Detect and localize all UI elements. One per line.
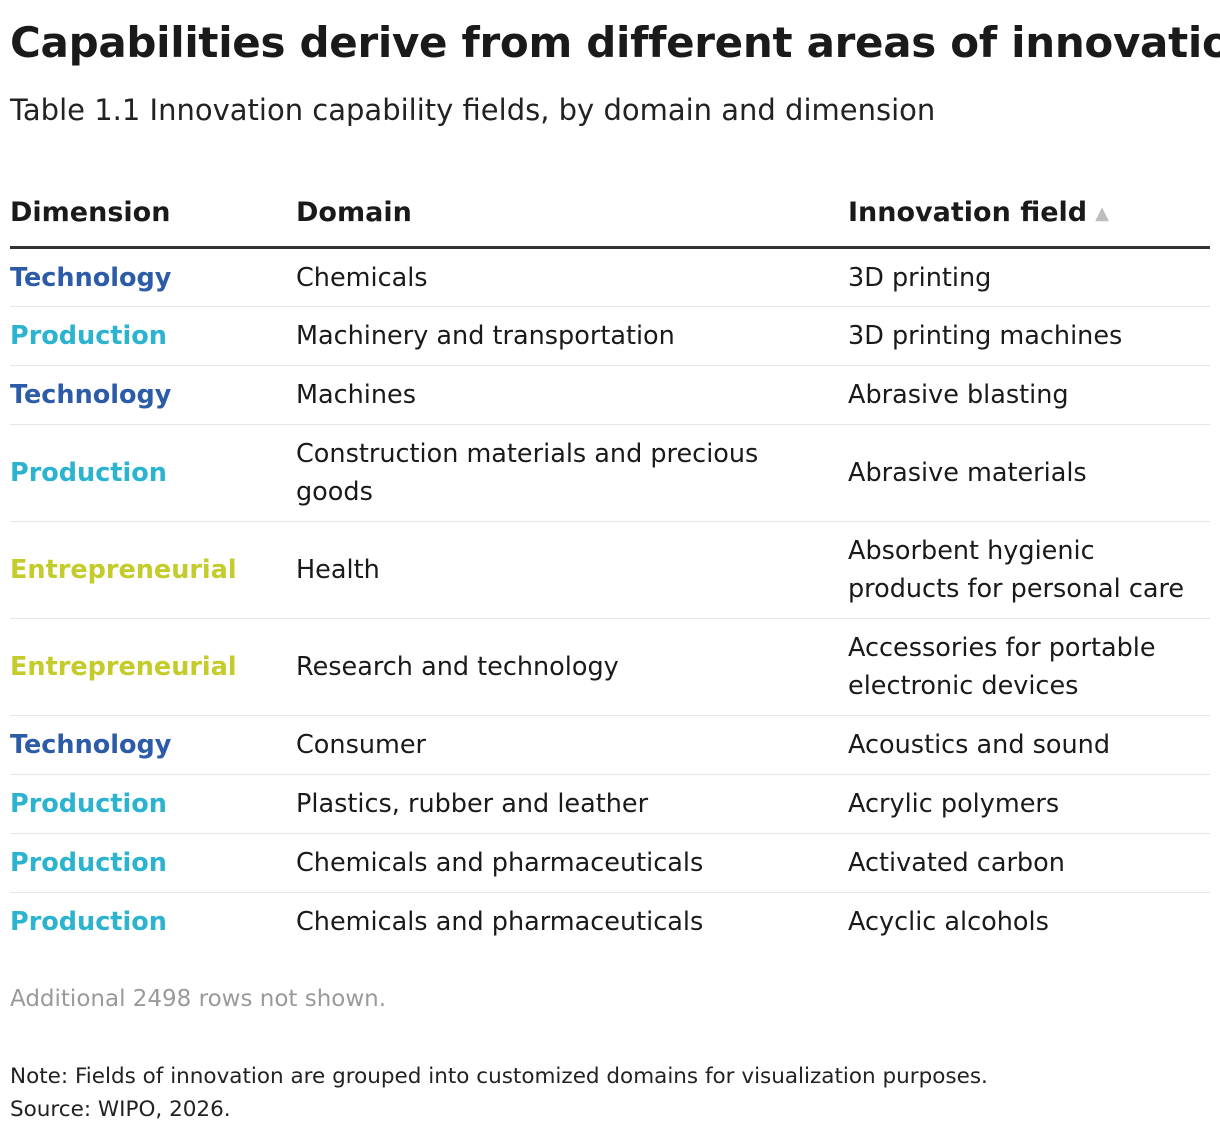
table-body: Technology Chemicals 3D printing Product… <box>10 247 1210 952</box>
cell-dimension: Production <box>10 306 296 366</box>
cell-innovation-field: Abrasive materials <box>848 424 1210 522</box>
cell-domain: Chemicals and pharmaceuticals <box>296 907 704 938</box>
cell-innovation-field: 3D printing machines <box>848 306 1210 366</box>
column-header-dimension[interactable]: Dimension <box>10 178 296 249</box>
table-row: Entrepreneurial Research and technology … <box>10 618 1210 716</box>
column-header-label: Domain <box>296 196 412 228</box>
cell-domain: Construction materials and precious good… <box>296 424 848 522</box>
source-note: Source: WIPO, 2026. <box>10 1097 231 1122</box>
cell-domain: Research and technology <box>296 618 848 716</box>
column-header-domain[interactable]: Domain <box>296 178 848 249</box>
table-row: Technology Machines Abrasive blasting <box>10 365 1210 425</box>
table-row: Technology Chemicals 3D printing <box>10 247 1210 307</box>
cell-dimension: Technology <box>10 247 296 307</box>
cell-dimension: Technology <box>10 365 296 425</box>
cell-innovation-field: Activated carbon <box>848 833 1210 893</box>
cell-dimension: Production <box>10 907 167 938</box>
cell-innovation-field: Acyclic alcohols <box>848 907 1049 938</box>
cell-domain: Machinery and transportation <box>296 306 848 366</box>
table-row: Technology Consumer Acoustics and sound <box>10 715 1210 775</box>
table-subtitle: Table 1.1 Innovation capability fields, … <box>10 93 936 127</box>
cell-domain: Chemicals and pharmaceuticals <box>296 833 848 893</box>
sort-ascending-icon[interactable]: ▲ <box>1095 202 1109 224</box>
cell-innovation-field: Accessories for portable electronic devi… <box>848 618 1210 716</box>
cell-innovation-field: Acrylic polymers <box>848 774 1210 834</box>
cell-domain: Consumer <box>296 715 848 775</box>
table-row: Production Construction materials and pr… <box>10 424 1210 522</box>
table-row: Production Plastics, rubber and leather … <box>10 774 1210 834</box>
cell-domain: Health <box>296 521 848 619</box>
table-row: Production Machinery and transportation … <box>10 306 1210 366</box>
cell-domain: Chemicals <box>296 247 848 307</box>
table-row: Entrepreneurial Health Absorbent hygieni… <box>10 521 1210 619</box>
cell-dimension: Production <box>10 833 296 893</box>
cell-dimension: Technology <box>10 715 296 775</box>
page-title: Capabilities derive from different areas… <box>10 18 1220 67</box>
cell-dimension: Production <box>10 424 296 522</box>
table-header-row: Dimension Domain Innovation field ▲ <box>10 178 1210 249</box>
cell-dimension: Entrepreneurial <box>10 618 296 716</box>
column-header-innovation-field[interactable]: Innovation field ▲ <box>848 178 1210 249</box>
cell-domain: Machines <box>296 365 848 425</box>
data-table: Dimension Domain Innovation field ▲ Techn… <box>10 178 1210 952</box>
table-row: Production Chemicals and pharmaceuticals… <box>10 893 1210 952</box>
cell-innovation-field: 3D printing <box>848 247 1210 307</box>
footnote: Note: Fields of innovation are grouped i… <box>10 1064 988 1089</box>
cell-innovation-field: Abrasive blasting <box>848 365 1210 425</box>
column-header-label: Innovation field <box>848 196 1088 228</box>
cell-dimension: Entrepreneurial <box>10 521 296 619</box>
table-row: Production Chemicals and pharmaceuticals… <box>10 833 1210 893</box>
cell-innovation-field: Acoustics and sound <box>848 715 1210 775</box>
cell-domain: Plastics, rubber and leather <box>296 774 848 834</box>
column-header-label: Dimension <box>10 196 171 228</box>
cell-dimension: Production <box>10 774 296 834</box>
rows-not-shown-note: Additional 2498 rows not shown. <box>10 986 387 1012</box>
cell-innovation-field: Absorbent hygienic products for personal… <box>848 521 1210 619</box>
